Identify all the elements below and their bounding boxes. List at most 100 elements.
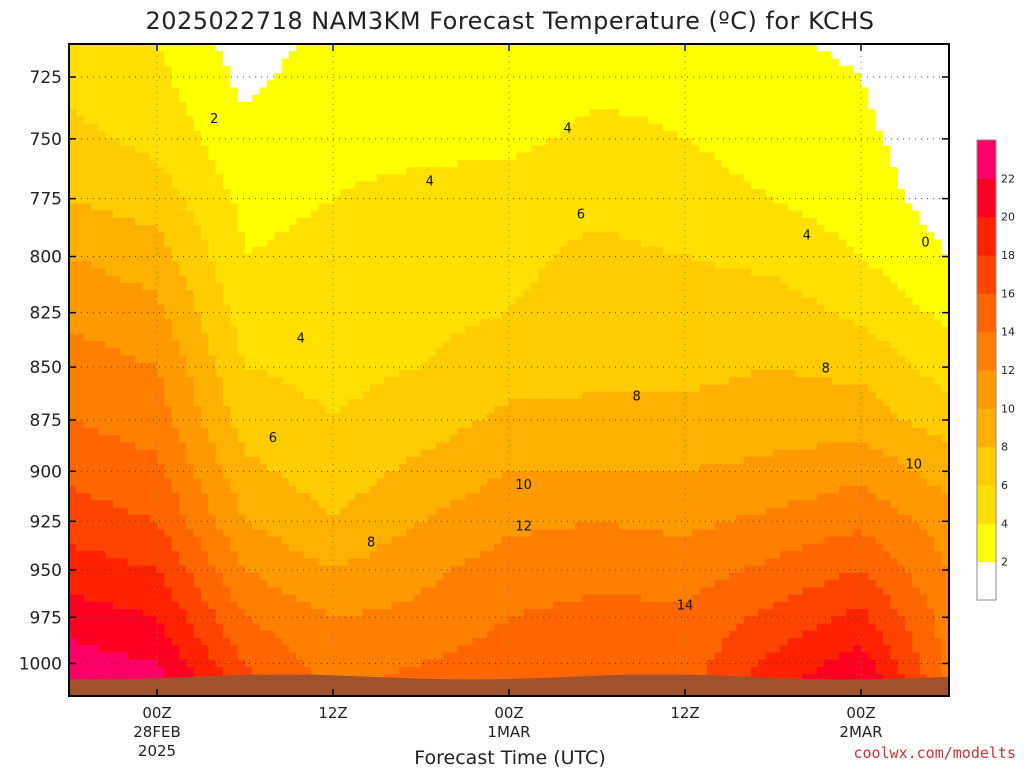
temperature-cell [281,507,290,516]
temperature-cell [406,370,415,378]
temperature-cell [369,645,378,654]
temperature-cell [98,116,107,125]
temperature-cell [91,254,99,262]
temperature-cell [355,65,363,74]
temperature-cell [362,44,371,52]
temperature-cell [296,304,305,313]
temperature-cell [384,529,393,538]
temperature-cell [142,268,151,277]
temperature-cell [215,44,224,52]
temperature-cell [406,594,415,603]
temperature-cell [237,572,246,581]
temperature-cell [333,225,341,233]
temperature-cell [457,435,466,444]
temperature-cell [120,167,129,175]
temperature-cell [267,312,275,320]
temperature-cell [369,514,378,523]
temperature-cell [369,51,378,60]
temperature-cell [391,551,400,559]
temperature-cell [450,319,459,328]
temperature-cell [237,449,246,458]
temperature-cell [443,341,451,349]
temperature-cell [267,580,275,588]
temperature-cell [281,442,290,451]
temperature-cell [186,312,195,320]
temperature-cell [347,152,356,161]
temperature-cell [384,355,393,364]
temperature-cell [259,442,268,451]
temperature-cell [428,645,437,654]
temperature-cell [135,159,143,168]
temperature-cell [135,51,143,60]
temperature-cell [421,58,429,67]
temperature-cell [223,341,231,349]
temperature-cell [457,109,466,118]
temperature-cell [399,188,407,197]
temperature-cell [281,290,290,299]
temperature-cell [164,370,173,378]
temperature-cell [142,275,151,284]
temperature-cell [252,246,261,255]
temperature-cell [69,246,77,255]
temperature-cell [303,312,312,320]
temperature-cell [186,58,195,67]
temperature-cell [421,565,429,574]
temperature-cell [259,623,268,632]
temperature-cell [435,551,444,559]
temperature-cell [421,297,429,306]
temperature-cell [435,348,444,357]
temperature-cell [267,65,275,74]
temperature-cell [457,123,466,132]
temperature-cell [296,109,305,118]
temperature-cell [399,203,407,212]
temperature-cell [347,123,356,132]
temperature-cell [274,232,283,241]
temperature-cell [120,283,129,291]
temperature-cell [333,109,341,118]
temperature-cell [406,478,415,487]
temperature-cell [201,543,209,552]
temperature-cell [333,116,341,125]
temperature-cell [340,72,349,81]
temperature-cell [245,203,253,212]
temperature-cell [450,464,459,473]
temperature-cell [245,362,253,371]
temperature-cell [289,181,297,190]
temperature-cell [230,543,239,552]
temperature-cell [157,384,165,393]
temperature-cell [171,551,180,559]
temperature-cell [399,587,407,596]
temperature-cell [465,341,473,349]
temperature-cell [179,630,187,639]
temperature-cell [201,130,209,139]
temperature-cell [391,377,400,386]
temperature-cell [377,290,385,299]
temperature-cell [384,94,393,103]
temperature-cell [223,304,231,313]
temperature-cell [113,94,121,103]
temperature-cell [208,449,217,458]
temperature-cell [296,254,305,262]
temperature-cell [384,152,393,161]
temperature-cell [421,471,429,480]
temperature-cell [98,188,107,197]
temperature-cell [76,87,85,96]
temperature-cell [325,80,334,89]
temperature-cell [347,594,356,603]
temperature-cell [391,507,400,516]
temperature-cell [377,152,385,161]
temperature-cell [76,341,85,349]
temperature-cell [296,239,305,248]
temperature-cell [69,413,77,422]
temperature-cell [457,319,466,328]
temperature-cell [377,370,385,378]
temperature-cell [457,261,466,270]
temperature-cell [237,442,246,451]
temperature-cell [428,167,437,175]
temperature-cell [98,485,107,494]
temperature-cell [267,384,275,393]
temperature-cell [369,203,378,212]
temperature-cell [377,130,385,139]
temperature-cell [384,652,393,661]
temperature-cell [245,246,253,255]
